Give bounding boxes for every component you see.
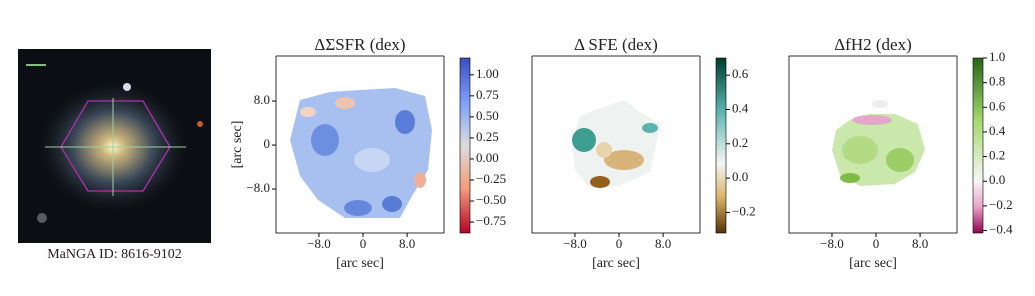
colorbar-tick-label: −0.2 <box>732 203 756 218</box>
colorbar-tick-label: 1.0 <box>989 49 1005 64</box>
colorbar-tick-label: 0.6 <box>732 66 749 81</box>
y-axis-label: [arc sec] <box>230 121 245 169</box>
colorbar-tick-label: −0.25 <box>476 171 506 186</box>
axes-frame <box>788 55 958 234</box>
colorbar-tick-label: 0.00 <box>476 150 499 165</box>
axes-frame <box>275 55 445 234</box>
colorbar-tick-label: −0.2 <box>989 197 1013 212</box>
colorbar <box>972 57 984 234</box>
colorbar <box>715 57 727 234</box>
colorbar-tick-label: 0.0 <box>989 172 1005 187</box>
x-tick-label: −8.0 <box>820 236 844 251</box>
colorbar-tick-label: 0.0 <box>732 169 748 184</box>
colorbar-tick-label: −0.50 <box>476 192 506 207</box>
colorbar-tick-label: 0.6 <box>989 98 1006 113</box>
colorbar-tick-label: 0.4 <box>989 123 1006 138</box>
colorbar-tick-label: 0.75 <box>476 87 499 102</box>
x-axis-label: [arc sec] <box>336 256 384 271</box>
fh2-map <box>832 100 925 186</box>
galaxy-image <box>18 49 211 243</box>
x-tick-label: 0 <box>873 236 880 251</box>
x-tick-label: −8.0 <box>563 236 587 251</box>
sfr-map <box>290 88 432 218</box>
x-tick-label: 8.0 <box>655 236 671 251</box>
x-axis-label: [arc sec] <box>849 256 897 271</box>
colorbar-tick-label: 0.2 <box>989 148 1005 163</box>
sfe-map <box>572 100 660 188</box>
y-tick-label: 0 <box>264 136 271 151</box>
colorbar-tick-label: 0.25 <box>476 129 499 144</box>
colorbar-tick-label: −0.75 <box>476 213 506 228</box>
x-tick-label: 8.0 <box>399 236 415 251</box>
x-tick-label: 8.0 <box>912 236 928 251</box>
x-axis-label: [arc sec] <box>592 256 640 271</box>
x-tick-label: 0 <box>360 236 367 251</box>
colorbar-tick-label: 0.8 <box>989 74 1005 89</box>
colorbar-tick-label: 1.00 <box>476 66 499 81</box>
panel-title: Δ SFE (dex) <box>574 35 658 54</box>
caption: MaNGA ID: 8616-9102 <box>47 247 182 262</box>
colorbar-tick-label: 0.4 <box>732 100 749 115</box>
panel-title: ΔΣSFR (dex) <box>314 35 405 54</box>
axes-frame <box>531 55 701 234</box>
colorbar-tick-label: 0.2 <box>732 135 748 150</box>
colorbar-tick-label: 0.50 <box>476 108 499 123</box>
y-tick-label: −8.0 <box>246 180 270 195</box>
colorbar <box>459 57 471 234</box>
y-tick-label: 8.0 <box>254 92 270 107</box>
colorbar-tick-label: −0.4 <box>989 222 1013 237</box>
x-tick-label: 0 <box>616 236 623 251</box>
x-tick-label: −8.0 <box>307 236 331 251</box>
panel-title: ΔfH2 (dex) <box>834 35 912 54</box>
